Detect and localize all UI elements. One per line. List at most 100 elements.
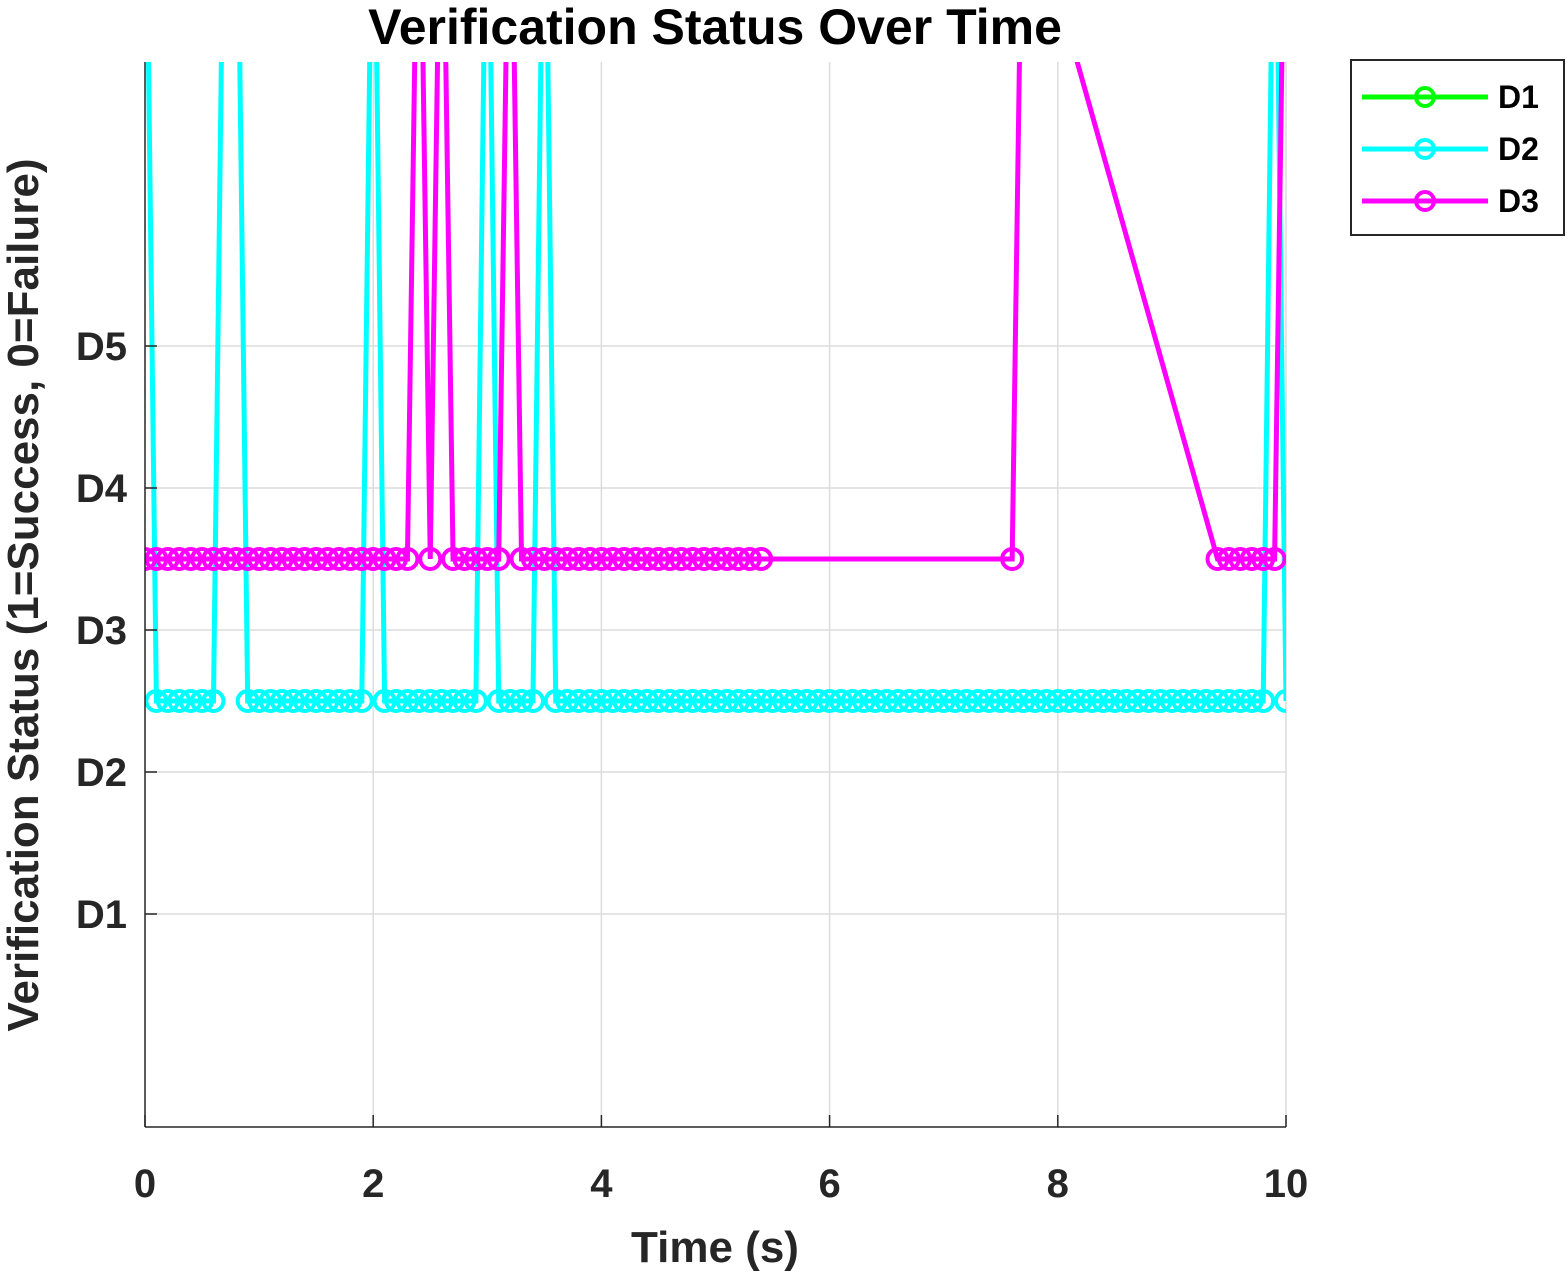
data-point-d2 [1045,689,1070,713]
data-point-d2 [726,689,751,713]
data-point-d2 [406,689,431,713]
data-point-d2 [566,689,591,713]
data-point-d3 [1239,547,1264,571]
data-point-d2 [1125,689,1150,713]
data-point-d3 [509,547,534,571]
data-point-d3 [1216,547,1241,571]
data-point-d2 [635,689,660,713]
legend-entry-d2: D2 [1362,131,1539,167]
series-layer [145,62,1286,713]
data-point-d2 [703,689,728,713]
data-point-d3 [532,547,557,571]
data-point-d2 [737,689,762,713]
data-point-d3 [212,547,237,571]
data-point-d2 [851,689,876,713]
data-point-d2 [1102,689,1127,713]
data-point-d2 [543,689,568,713]
data-point-d3 [543,547,568,571]
data-point-d2 [315,689,340,713]
series-d3 [145,62,1286,571]
data-point-d3 [1262,547,1286,571]
data-point-d2 [452,689,477,713]
data-point-d3 [384,547,409,571]
x-tick-label: 8 [1047,1162,1069,1206]
data-point-d3 [657,547,682,571]
legend-label-d2: D2 [1498,131,1539,167]
data-point-d2 [863,689,888,713]
data-point-d2 [292,689,317,713]
data-point-d3 [178,547,203,571]
data-point-d3 [281,547,306,571]
data-point-d2 [577,689,602,713]
data-point-d3 [235,547,260,571]
data-point-d3 [692,547,717,571]
data-point-d2 [326,689,351,713]
y-tick-label: D5 [76,325,127,369]
data-point-d2 [520,689,545,713]
data-point-d2 [612,689,637,713]
data-point-d3 [395,547,420,571]
data-point-d3 [646,547,671,571]
data-point-d2 [178,689,203,713]
data-point-d2 [463,689,488,713]
legend-marker-d1 [1414,86,1436,108]
data-point-d2 [281,689,306,713]
x-tick-label: 2 [362,1162,384,1206]
y-grid [145,345,1286,915]
data-point-d2 [1022,689,1047,713]
data-point-d2 [1057,689,1082,713]
data-point-d3 [224,547,249,571]
data-point-d2 [429,689,454,713]
data-point-d3 [292,547,317,571]
data-point-d2 [1182,689,1207,713]
legend-marker-d2 [1414,138,1436,160]
data-point-d2 [395,689,420,713]
data-point-d3 [703,547,728,571]
data-point-d2 [669,689,694,713]
x-ticks: 0 2 4 6 8 10 [134,1115,1308,1206]
data-point-d3 [612,547,637,571]
legend-label-d1: D1 [1498,79,1539,115]
data-point-d2 [190,689,215,713]
data-point-d3 [566,547,591,571]
data-point-d3 [452,547,477,571]
data-point-d3 [1228,547,1253,571]
series-d2 [145,62,1286,713]
data-point-d2 [692,689,717,713]
data-point-d2 [771,689,796,713]
data-point-d2 [1011,689,1036,713]
data-point-d3 [201,547,226,571]
data-point-d2 [498,689,523,713]
x-tick-label: 0 [134,1162,156,1206]
data-point-d2 [965,689,990,713]
data-point-d2 [155,689,180,713]
data-point-d3 [520,547,545,571]
data-point-d3 [418,547,443,571]
data-point-d2 [372,689,397,713]
data-point-d3 [145,547,169,571]
legend-label-d3: D3 [1498,183,1539,219]
data-point-d2 [338,689,363,713]
data-point-d3 [326,547,351,571]
data-point-d2 [1114,689,1139,713]
data-point-d2 [1216,689,1241,713]
data-point-d3 [190,547,215,571]
data-point-d2 [1251,689,1276,713]
data-point-d2 [943,689,968,713]
data-point-d2 [840,689,865,713]
data-point-d2 [806,689,831,713]
data-point-d3 [167,547,192,571]
data-point-d2 [235,689,260,713]
legend-entry-d3: D3 [1362,183,1539,219]
data-point-d2 [1274,689,1286,713]
data-point-d2 [749,689,774,713]
data-point-d2 [897,689,922,713]
data-point-d3 [145,547,157,571]
data-point-d2 [145,689,169,713]
data-point-d2 [1091,689,1116,713]
data-point-d3 [349,547,374,571]
data-point-d2 [600,689,625,713]
data-point-d3 [737,547,762,571]
data-point-d2 [167,689,192,713]
